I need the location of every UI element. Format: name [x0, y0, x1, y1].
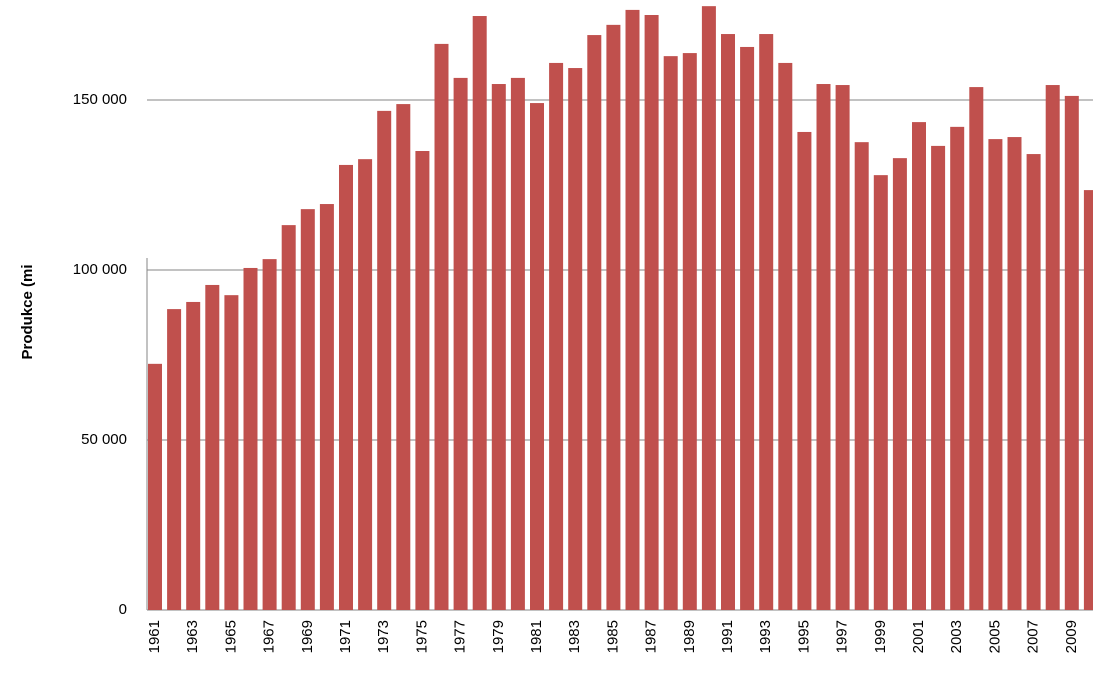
bar [186, 301, 201, 610]
bar [587, 35, 602, 611]
x-tick-label: 1991 [719, 620, 736, 653]
bar [339, 164, 353, 610]
bar [472, 16, 487, 610]
bar [510, 77, 525, 610]
bar [931, 145, 946, 610]
bar [167, 309, 182, 610]
bar [721, 34, 735, 611]
bar [797, 131, 812, 610]
bar [568, 68, 583, 611]
x-tick-label: 1961 [146, 620, 163, 653]
bar [854, 142, 869, 610]
x-tick-label: 2009 [1063, 620, 1080, 653]
bar [1045, 85, 1060, 611]
bar [759, 34, 774, 611]
y-tick-label: 100 000 [73, 261, 127, 278]
x-tick-label: 2003 [948, 620, 965, 653]
x-tick-label: 1977 [452, 620, 469, 653]
x-tick-label: 1987 [643, 620, 660, 653]
x-tick-label: 1997 [834, 620, 851, 653]
bar [205, 284, 220, 610]
x-tick-label: 1975 [413, 620, 430, 653]
x-tick-label: 1979 [490, 620, 507, 653]
bar [663, 56, 678, 610]
bar [453, 77, 468, 610]
x-tick-label: 1971 [337, 620, 354, 653]
bar [530, 103, 544, 610]
x-tick-label: 2007 [1025, 620, 1042, 653]
bar [319, 204, 334, 611]
bar [358, 159, 373, 610]
bar [415, 151, 430, 610]
x-tick-label: 1963 [184, 620, 201, 653]
bar [701, 6, 716, 611]
x-tick-label: 1983 [566, 620, 583, 653]
bar [281, 225, 296, 610]
bar [778, 62, 793, 610]
bar [816, 84, 831, 610]
bar [549, 62, 564, 610]
x-tick-label: 1981 [528, 620, 545, 653]
bar [950, 126, 965, 611]
bar [396, 104, 411, 610]
bar [644, 15, 659, 610]
x-tick-label: 1999 [872, 620, 889, 653]
x-tick-label: 1989 [681, 620, 698, 653]
x-tick-label: 1995 [795, 620, 812, 653]
bar [873, 175, 888, 610]
y-tick-label: 0 [119, 601, 127, 618]
bar [1083, 190, 1093, 610]
bar [1026, 154, 1041, 610]
bar [224, 295, 239, 610]
bar [148, 363, 162, 610]
x-tick-label: 1965 [222, 620, 239, 653]
x-tick-label: 1967 [261, 620, 278, 653]
bar [262, 259, 277, 610]
bar [300, 209, 315, 610]
bar [625, 9, 640, 610]
bar [1007, 137, 1022, 610]
y-tick-label: 150 000 [73, 91, 127, 108]
bar [892, 158, 907, 610]
x-tick-label: 1969 [299, 620, 316, 653]
bar [988, 139, 1003, 610]
x-tick-label: 1973 [375, 620, 392, 653]
x-tick-label: 1985 [604, 620, 621, 653]
x-tick-label: 1993 [757, 620, 774, 653]
bar [1064, 95, 1079, 611]
bar [377, 110, 392, 610]
bar [491, 84, 506, 610]
bar [912, 122, 926, 610]
bar [434, 43, 449, 610]
y-tick-label: 50 000 [81, 431, 127, 448]
bar [243, 267, 258, 610]
bar [835, 85, 850, 611]
bar [606, 24, 621, 611]
y-axis-label: Produkce (mi [19, 264, 36, 359]
bar [740, 46, 755, 610]
bar [969, 87, 984, 610]
x-tick-label: 2001 [910, 620, 927, 653]
x-tick-label: 2005 [986, 620, 1003, 653]
bar [682, 53, 697, 610]
